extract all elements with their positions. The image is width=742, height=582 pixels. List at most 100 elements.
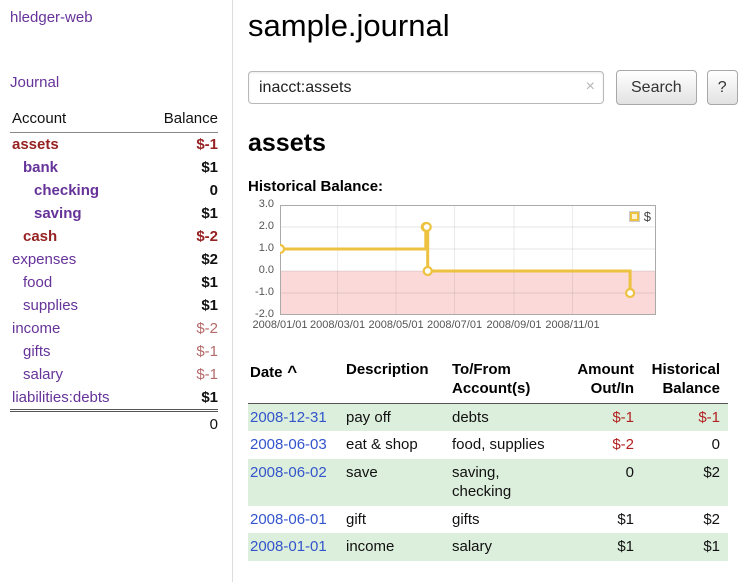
sidebar-account-link-liabilities-debts[interactable]: liabilities:debts (12, 389, 110, 406)
sidebar-account-row: food $1 (10, 271, 218, 294)
sidebar-account-link-income[interactable]: income (12, 320, 61, 337)
chart-border (280, 205, 656, 315)
x-axis-tick-label: 2008/03/01 (310, 319, 366, 331)
register-accounts-cell: debts (452, 408, 489, 426)
sidebar-account-link-assets[interactable]: assets (12, 136, 59, 153)
accounts-header-balance: Balance (142, 108, 218, 133)
x-axis-tick-label: 2008/09/01 (486, 319, 542, 331)
search-input[interactable] (248, 71, 604, 104)
help-button[interactable]: ? (706, 70, 738, 105)
sidebar-account-row: assets $-1 (10, 133, 218, 157)
brand-link[interactable]: hledger-web (10, 9, 93, 26)
sidebar-account-row: gifts $-1 (10, 340, 218, 363)
register-table: Date ^ Description To/From Account(s) Amount… (248, 359, 728, 561)
register-date-cell: 2008-06-03 (248, 431, 344, 459)
register-date-cell: 2008-06-02 (248, 459, 344, 506)
sidebar-account-balance: $2 (201, 251, 218, 268)
register-row: 2008-06-03 eat & shop food, supplies $-2 0 (248, 431, 728, 459)
sidebar-account-balance: $-1 (196, 136, 218, 153)
sidebar-account-link-saving[interactable]: saving (34, 205, 82, 222)
register-description-cell: pay off (346, 408, 391, 426)
sidebar-account-link-salary[interactable]: salary (23, 366, 64, 383)
sidebar-account-name-cell: income (10, 317, 143, 340)
y-axis-tick-label: 3.0 (258, 198, 274, 210)
register-amount-cell: 0 (625, 463, 634, 481)
accounts-header-row: Account Balance (10, 108, 218, 133)
sidebar-account-balance: $1 (201, 159, 218, 176)
accounts-table: Account Balance assets $-1 bank $1 checking 0… (10, 108, 218, 436)
x-axis: 2008/01/01 2008/03/01 2008/05/01 2008/07/01… (252, 319, 656, 335)
register-col-header-amount: Amount Out/In (562, 359, 642, 404)
transaction-date-link[interactable]: 2008-06-02 (250, 463, 327, 481)
sidebar-account-balance: $1 (201, 205, 218, 222)
sidebar-account-balance: $1 (201, 297, 218, 314)
sidebar-account-link-expenses[interactable]: expenses (12, 251, 77, 268)
register-balance-cell: $2 (703, 463, 720, 481)
register-description-cell: income (346, 538, 395, 555)
chart-point (421, 221, 432, 233)
register-description-cell: gift (346, 510, 367, 528)
search-button[interactable]: Search (616, 70, 697, 105)
sidebar-account-row: liabilities:debts $1 (10, 386, 218, 411)
transaction-date-link[interactable]: 2008-01-01 (250, 538, 327, 555)
register-accounts-cell: gifts (452, 510, 480, 528)
legend-color-box (628, 211, 640, 222)
register-col-header-date[interactable]: Date ^ (248, 359, 344, 404)
clear-search-icon[interactable]: × (585, 78, 595, 95)
y-axis-tick-label: 1.0 (258, 242, 274, 254)
sidebar-account-row: bank $1 (10, 156, 218, 179)
sidebar-account-row: income $-2 (10, 317, 218, 340)
sidebar-account-name-cell: assets (10, 133, 143, 157)
sort-ascending-icon: ^ (282, 362, 298, 381)
sidebar-account-balance: $-1 (196, 366, 218, 383)
legend-series-label: $ (643, 209, 651, 224)
sidebar-account-row: cash $-2 (10, 225, 218, 248)
transaction-date-link[interactable]: 2008-12-31 (250, 408, 327, 426)
x-axis-tick-label: 2008/07/01 (427, 319, 483, 331)
sidebar-account-row: salary $-1 (10, 363, 218, 386)
register-col-header-balance: Historical Balance (642, 359, 728, 404)
chart-negative-region (280, 271, 656, 315)
sidebar-account-name-cell: bank (10, 156, 143, 179)
register-accounts-cell: saving, checking (452, 463, 512, 501)
sidebar-account-row: saving $1 (10, 202, 218, 225)
y-axis-tick-label: -2.0 (255, 308, 274, 320)
sidebar-account-name-cell: saving (10, 202, 143, 225)
sidebar-account-balance: $1 (201, 274, 218, 291)
sidebar-account-link-food[interactable]: food (23, 274, 53, 291)
sidebar-account-name-cell: checking (10, 179, 143, 202)
search-form: × Search ? (248, 70, 742, 105)
sidebar-account-name-cell: supplies (10, 294, 143, 317)
search-field-wrapper: × (248, 71, 604, 104)
sidebar-account-balance: 0 (209, 182, 218, 199)
sidebar-account-link-checking[interactable]: checking (34, 182, 100, 199)
chart-point (280, 243, 286, 255)
register-amount-cell: $-2 (612, 436, 634, 453)
register-amount-cell: $-1 (612, 408, 634, 426)
register-row: 2008-06-01 gift gifts $1 $2 (248, 506, 728, 534)
historical-balance-chart: 3.0 2.0 1.0 0.0 -1.0 -2.0 $ 2008/01/01 2008/03… (248, 198, 668, 341)
transaction-date-link[interactable]: 2008-06-01 (250, 510, 327, 528)
transaction-date-link[interactable]: 2008-06-03 (250, 436, 327, 453)
register-accounts-cell: food, supplies (452, 436, 545, 453)
register-col-header-description: Description (344, 359, 450, 404)
sidebar-account-row: expenses $2 (10, 248, 218, 271)
register-header-row: Date ^ Description To/From Account(s) Amount… (248, 359, 728, 404)
sidebar-account-balance: $-2 (196, 320, 218, 337)
register-date-cell: 2008-06-01 (248, 506, 344, 534)
nav-journal-link[interactable]: Journal (10, 74, 60, 91)
sidebar-account-balance: $1 (201, 389, 218, 406)
register-description-cell: save (346, 463, 378, 481)
register-row: 2008-12-31 pay off debts $-1 $-1 (248, 403, 728, 431)
x-axis-tick-label: 2008/05/01 (368, 319, 424, 331)
sidebar-account-link-gifts[interactable]: gifts (23, 343, 51, 360)
register-balance-cell: $1 (703, 538, 720, 555)
sidebar-account-link-bank[interactable]: bank (23, 159, 59, 176)
register-balance-cell: 0 (711, 436, 720, 453)
sidebar-account-link-cash[interactable]: cash (23, 228, 58, 245)
sidebar-account-balance: $-1 (196, 343, 218, 360)
chart-title: Historical Balance: (248, 178, 384, 195)
register-date-cell: 2008-01-01 (248, 533, 344, 561)
sidebar-account-link-supplies[interactable]: supplies (23, 297, 79, 314)
